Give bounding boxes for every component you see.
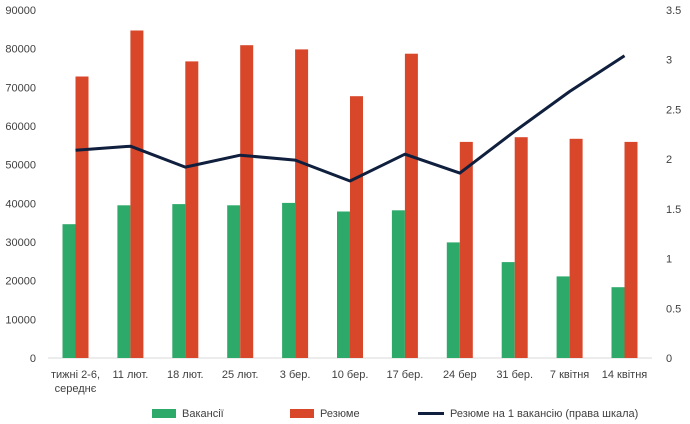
resumes-bar [350, 96, 363, 358]
resumes-bar [130, 30, 144, 358]
category-label: 3 бер. [280, 369, 311, 381]
left-tick-label: 10000 [5, 314, 36, 326]
vacancies-bar [501, 262, 515, 358]
legend-swatch [152, 409, 176, 418]
legend: Вакансії Резюме Резюме на 1 вакансію (прав… [152, 408, 638, 420]
left-tick-label: 30000 [5, 237, 36, 249]
category-label: 7 квітня [550, 369, 589, 381]
right-tick-label: 3.5 [666, 5, 681, 17]
vacancies-bar [446, 242, 460, 358]
resumes-bar [295, 49, 309, 359]
right-tick-label: 1.5 [666, 204, 681, 216]
right-tick-label: 2.5 [666, 104, 681, 116]
left-tick-label: 40000 [5, 198, 36, 210]
legend-label: Резюме на 1 вакансію (права шкала) [450, 408, 638, 420]
resumes-bar [514, 137, 528, 358]
right-tick-label: 0.5 [666, 303, 681, 315]
left-tick-label: 0 [30, 353, 36, 365]
legend-item: Резюме [290, 408, 360, 420]
category-label: 10 бер. [332, 369, 369, 381]
legend-item: Вакансії [152, 408, 224, 420]
category-label: 24 бер [443, 369, 477, 381]
right-tick-label: 2 [666, 154, 672, 166]
left-tick-label: 20000 [5, 276, 36, 288]
resumes-bar [404, 53, 418, 358]
resumes-bar [569, 138, 583, 358]
legend-swatch [290, 409, 314, 418]
category-label: 18 лют. [167, 369, 204, 381]
left-tick-label: 70000 [5, 82, 36, 94]
legend-item: Резюме на 1 вакансію (права шкала) [418, 408, 638, 420]
vacancies-bar [62, 224, 76, 358]
category-label: 14 квітня [602, 369, 648, 381]
vacancies-bar [282, 202, 296, 358]
resumes-bar [240, 45, 254, 358]
vacancies-bar [117, 205, 131, 358]
vacancies-bar [556, 276, 570, 358]
ratio-series-line [75, 54, 626, 183]
left-tick-label: 90000 [5, 5, 36, 17]
bars [62, 30, 638, 359]
legend-label: Вакансії [182, 408, 224, 420]
resumes-bar [459, 141, 473, 358]
category-label: тижні 2-6, середнє [51, 369, 100, 395]
resumes-bar [185, 61, 199, 359]
vacancies-bar [337, 211, 350, 358]
category-label: 11 лют. [113, 369, 149, 381]
ratio-line [75, 54, 626, 183]
right-tick-label: 0 [666, 353, 672, 365]
vacancies-bar [172, 204, 186, 358]
x-axis-labels: тижні 2-6, середнє 11 лют. 18 лют. 25 лют. 3 … [51, 369, 647, 395]
category-label: 31 бер. [496, 369, 533, 381]
resumes-bar [624, 141, 638, 358]
vacancies-bar [391, 210, 405, 358]
category-label: 17 бер. [387, 369, 424, 381]
right-tick-label: 3 [666, 55, 672, 67]
category-label: 25 лют. [222, 369, 259, 381]
right-axis-ticks: 0 0.5 1 1.5 2 2.5 3 3.5 [666, 5, 681, 365]
resumes-bar [75, 76, 89, 358]
left-tick-label: 80000 [5, 44, 36, 56]
legend-label: Резюме [320, 408, 360, 420]
left-axis-ticks: 0 10000 20000 30000 40000 50000 60000 70000 8000… [5, 5, 36, 365]
vacancies-bar [227, 205, 241, 358]
left-tick-label: 60000 [5, 121, 36, 133]
left-tick-label: 50000 [5, 160, 36, 172]
right-tick-label: 1 [666, 254, 672, 266]
vacancies-bar [611, 287, 625, 358]
